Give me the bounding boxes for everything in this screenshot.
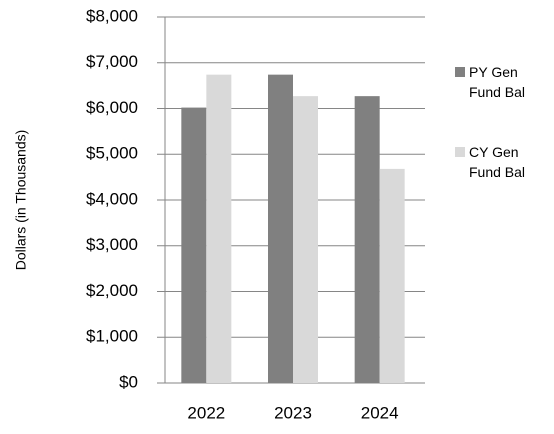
x-tick-label: 2022 [187, 403, 225, 422]
legend-item: CY Gen Fund Bal [455, 142, 550, 182]
legend-swatch [455, 147, 465, 157]
y-tick-label: $7,000 [86, 52, 138, 71]
y-tick-label: $5,000 [86, 144, 138, 163]
y-tick-label: $2,000 [86, 281, 138, 300]
bar [181, 107, 207, 384]
x-tick-label: 2023 [274, 403, 312, 422]
y-tick-label: $3,000 [86, 235, 138, 254]
bar [268, 74, 293, 384]
x-tick-label: 2024 [361, 403, 399, 422]
y-tick-label: $0 [119, 372, 138, 391]
legend-label: CY Gen Fund Bal [469, 144, 526, 180]
bar [293, 96, 318, 384]
y-axis-label: Dollars (in Thousands) [13, 130, 29, 271]
legend-label: PY Gen Fund Bal [469, 64, 526, 100]
y-tick-label: $8,000 [86, 6, 138, 25]
y-tick-label: $4,000 [86, 189, 138, 208]
y-tick-label: $1,000 [86, 327, 138, 346]
y-tick-label: $6,000 [86, 98, 138, 117]
legend-item: PY Gen Fund Bal [455, 62, 550, 102]
bar [206, 74, 232, 384]
bar [379, 168, 405, 383]
legend-swatch [455, 67, 465, 77]
bar [354, 96, 380, 384]
